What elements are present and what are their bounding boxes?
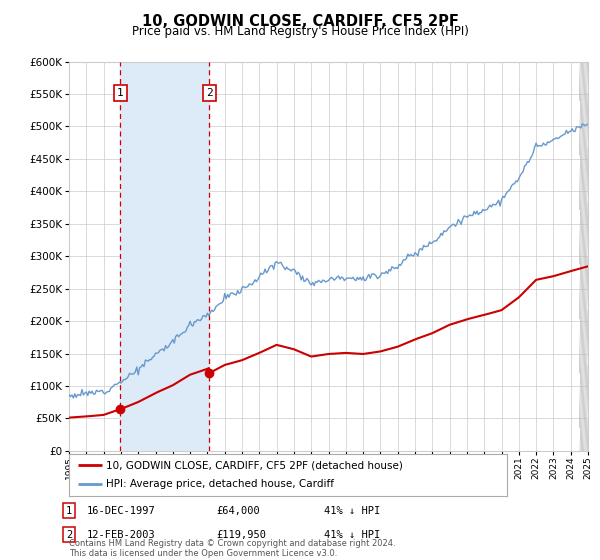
Text: £119,950: £119,950 bbox=[216, 530, 266, 540]
Text: 2: 2 bbox=[66, 530, 72, 540]
Text: HPI: Average price, detached house, Cardiff: HPI: Average price, detached house, Card… bbox=[106, 479, 334, 489]
Text: Contains HM Land Registry data © Crown copyright and database right 2024.
This d: Contains HM Land Registry data © Crown c… bbox=[69, 539, 395, 558]
Text: 16-DEC-1997: 16-DEC-1997 bbox=[87, 506, 156, 516]
Bar bbox=[120, 62, 209, 451]
Text: 12-FEB-2003: 12-FEB-2003 bbox=[87, 530, 156, 540]
Text: £64,000: £64,000 bbox=[216, 506, 260, 516]
Text: 1: 1 bbox=[117, 88, 124, 98]
Text: 2: 2 bbox=[206, 88, 213, 98]
Text: 10, GODWIN CLOSE, CARDIFF, CF5 2PF (detached house): 10, GODWIN CLOSE, CARDIFF, CF5 2PF (deta… bbox=[106, 460, 403, 470]
Text: 41% ↓ HPI: 41% ↓ HPI bbox=[324, 506, 380, 516]
Text: 1: 1 bbox=[66, 506, 72, 516]
Text: 10, GODWIN CLOSE, CARDIFF, CF5 2PF: 10, GODWIN CLOSE, CARDIFF, CF5 2PF bbox=[142, 14, 458, 29]
Bar bbox=[580, 62, 588, 451]
Text: Price paid vs. HM Land Registry's House Price Index (HPI): Price paid vs. HM Land Registry's House … bbox=[131, 25, 469, 38]
Text: 41% ↓ HPI: 41% ↓ HPI bbox=[324, 530, 380, 540]
